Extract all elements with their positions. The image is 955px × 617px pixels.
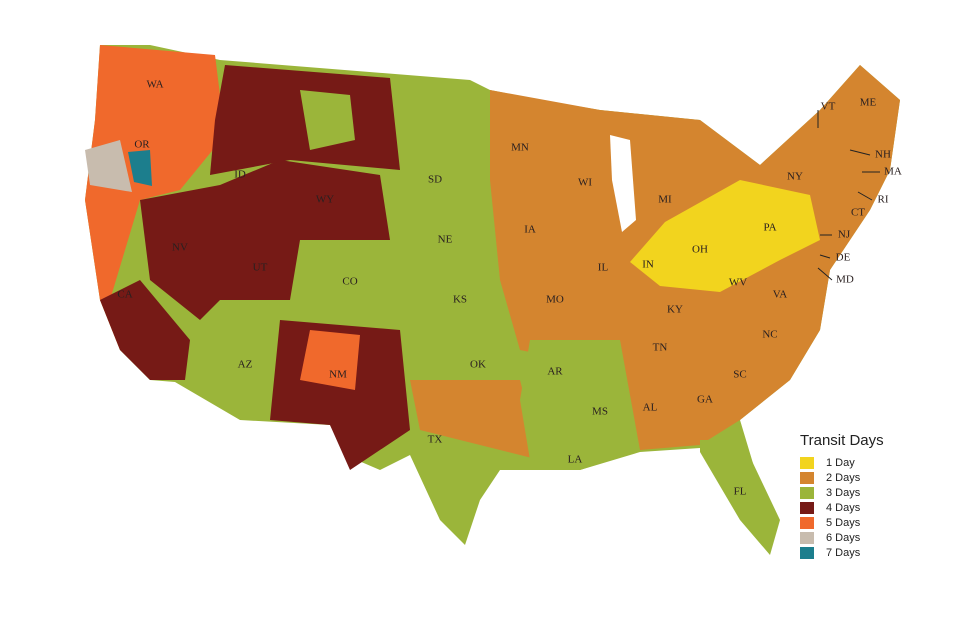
west-coast-region	[85, 45, 225, 350]
florida-region	[700, 440, 780, 555]
delta-region	[520, 340, 640, 470]
state-label: NJ	[838, 229, 851, 241]
state-label: AL	[643, 402, 658, 414]
legend-swatch	[800, 487, 814, 499]
legend: Transit Days 1 Day 2 Days 3 Days 4 Days 5 Da…	[800, 432, 884, 559]
state-label: AZ	[238, 359, 253, 371]
state-label: WA	[146, 79, 163, 91]
legend-label: 3 Days	[826, 487, 861, 499]
state-label: CA	[117, 289, 132, 301]
state-label: CO	[342, 276, 357, 288]
ohio-pennsylvania-region	[630, 180, 820, 292]
state-label: ID	[234, 169, 246, 181]
state-label: TX	[428, 434, 443, 446]
state-label: WI	[578, 177, 592, 189]
legend-title: Transit Days	[800, 432, 884, 449]
oregon-teal-region	[128, 150, 152, 186]
state-label: SD	[428, 174, 442, 186]
leader-line	[817, 267, 833, 281]
legend-swatch	[800, 532, 814, 544]
legend-swatch	[800, 457, 814, 469]
state-label: WY	[316, 194, 334, 206]
oregon-grey-region	[85, 140, 132, 192]
legend-label: 6 Days	[826, 532, 861, 544]
legend-swatch	[800, 502, 814, 514]
state-label: AR	[547, 366, 563, 378]
state-label: KY	[667, 304, 683, 316]
state-label: OR	[134, 139, 150, 151]
legend-label: 7 Days	[826, 547, 861, 559]
state-label: ME	[860, 97, 877, 109]
state-label: NC	[762, 329, 777, 341]
map-regions	[85, 45, 900, 555]
legend-label: 2 Days	[826, 472, 861, 484]
state-label: NY	[787, 171, 803, 183]
state-label: GA	[697, 394, 713, 406]
legend-label: 5 Days	[826, 517, 861, 529]
state-label: CT	[851, 207, 865, 219]
state-label: WV	[729, 277, 747, 289]
leader-lines	[817, 110, 880, 281]
state-label: MN	[511, 142, 529, 154]
state-label: NM	[329, 369, 347, 381]
state-label: OH	[692, 244, 708, 256]
state-label: NV	[172, 242, 188, 254]
south-california-region	[100, 280, 190, 380]
state-label: MD	[836, 274, 854, 286]
state-label: MS	[592, 406, 608, 418]
mountain-region	[140, 160, 390, 320]
legend-label: 4 Days	[826, 502, 861, 514]
state-label: SC	[733, 369, 746, 381]
leader-line	[819, 254, 831, 259]
plains-patch	[300, 90, 355, 150]
state-label: NE	[438, 234, 453, 246]
state-label: MI	[658, 194, 672, 206]
new-mexico-patch	[300, 330, 360, 390]
state-label: KS	[453, 294, 467, 306]
lake-michigan	[610, 135, 636, 232]
leader-line	[857, 191, 873, 201]
state-label: NH	[875, 149, 891, 161]
state-label: VT	[821, 101, 836, 113]
state-label: VA	[773, 289, 788, 301]
state-label: LA	[568, 454, 583, 466]
legend-swatch	[800, 517, 814, 529]
state-label: OK	[470, 359, 486, 371]
state-label: IN	[642, 259, 654, 271]
state-label: IA	[524, 224, 536, 236]
state-label: MO	[546, 294, 564, 306]
state-label: FL	[734, 486, 747, 498]
state-label: DE	[836, 252, 851, 264]
state-label: TN	[653, 342, 668, 354]
state-label: IL	[598, 262, 609, 274]
state-label: MA	[884, 166, 902, 178]
state-labels: WA OR ID NV CA UT WY SD NE CO KS AZ NM OK TX MN IA MO AR LA…	[117, 79, 902, 498]
state-label: UT	[253, 262, 268, 274]
texas-region	[410, 380, 540, 460]
leader-line	[849, 149, 871, 156]
state-label: PA	[763, 222, 776, 234]
legend-label: 1 Day	[826, 457, 855, 469]
legend-swatch	[800, 547, 814, 559]
legend-swatch	[800, 472, 814, 484]
state-label: RI	[878, 194, 889, 206]
